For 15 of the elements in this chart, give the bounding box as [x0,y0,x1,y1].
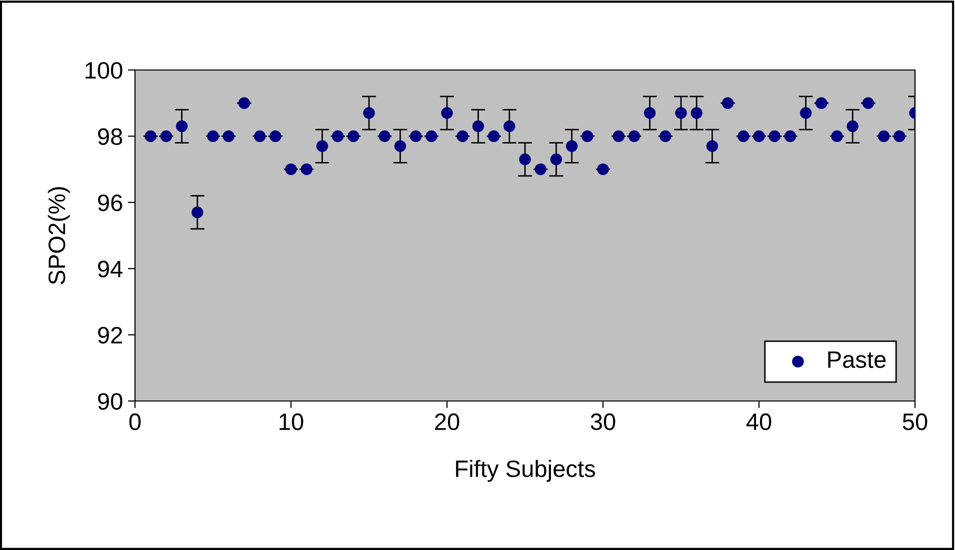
x-tick-label: 50 [902,413,928,430]
x-tick-label: 30 [590,413,616,430]
y-tick-label: 90 [98,393,122,410]
x-tick-label: 40 [746,413,772,430]
x-tick-label: 10 [280,413,304,430]
y-tick-label: 94 [98,260,123,278]
legend-label: Paste [828,352,886,368]
y-tick-label: 96 [98,194,122,212]
y-tick-label: 92 [98,326,122,344]
x-tick-label: 0 [129,413,141,430]
y-tick-label: 98 [98,128,122,145]
y-tick-label: 100 [86,62,122,79]
y-axis-title: SPO2(%) [48,187,70,284]
x-axis-title: Fifty Subjects [456,460,596,482]
x-tick-label: 20 [435,413,460,430]
